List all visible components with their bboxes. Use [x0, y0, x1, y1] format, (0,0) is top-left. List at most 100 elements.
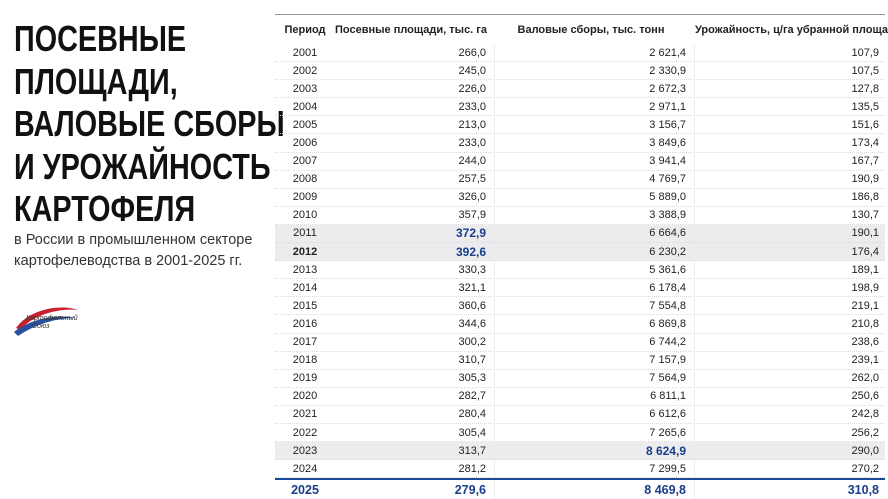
logo-text: Картофельный: [26, 314, 78, 322]
table-cell: 2003: [292, 82, 318, 95]
table-cell: 190,1: [851, 227, 879, 240]
table-row: 2016 344,6 6 869,8 210,8: [275, 315, 885, 334]
table-cell: 281,2: [335, 460, 495, 478]
table-cell: 250,6: [851, 390, 879, 403]
table-cell: 2 621,4: [495, 44, 695, 62]
table-row: 2015 360,6 7 554,8 219,1: [275, 297, 885, 316]
table-cell: 6 178,4: [495, 279, 695, 297]
table-row: 2008 257,5 4 769,7 190,9: [275, 170, 885, 189]
table-cell: 330,3: [335, 261, 495, 279]
table-cell: 242,8: [851, 408, 879, 421]
table-cell: 167,7: [851, 155, 879, 168]
table-row: 2001 266,0 2 621,4 107,9: [275, 44, 885, 63]
table-row: 2021 280,4 6 612,6 242,8: [275, 405, 885, 424]
table-row: 2014 321,1 6 178,4 198,9: [275, 279, 885, 298]
table-row: 2019 305,3 7 564,9 262,0: [275, 369, 885, 388]
table-cell: 392,6: [335, 243, 495, 261]
table-cell: 2018: [292, 354, 318, 367]
table-row: 2006 233,0 3 849,6 173,4: [275, 134, 885, 153]
table-row: 2018 310,7 7 157,9 239,1: [275, 351, 885, 370]
table-cell: 2009: [292, 191, 318, 204]
table-cell: 2014: [292, 281, 318, 294]
table-cell: 2008: [292, 173, 318, 186]
table-cell: 6 230,2: [495, 243, 695, 261]
table-cell: 3 388,9: [495, 206, 695, 224]
table-cell: 107,9: [851, 46, 879, 59]
table-cell: 151,6: [851, 118, 879, 131]
table-cell: 2025: [291, 482, 319, 497]
table-row: 2022 305,4 7 265,6 256,2: [275, 423, 885, 443]
title-line: ПОСЕВНЫЕ: [14, 18, 187, 59]
table-cell: 290,0: [851, 444, 879, 457]
table-cell: 2004: [292, 100, 318, 113]
table-cell: 7 554,8: [495, 297, 695, 315]
table-row: 2013 330,3 5 361,6 189,1: [275, 261, 885, 280]
table-cell: 326,0: [335, 188, 495, 206]
table-cell: 8 469,8: [495, 480, 695, 499]
table-row: 2025 279,6 8 469,8 310,8: [275, 478, 885, 499]
table-cell: 6 811,1: [495, 387, 695, 405]
table-cell: 7 265,6: [495, 423, 695, 442]
table-cell: 7 564,9: [495, 369, 695, 387]
table-cell: 2013: [292, 263, 318, 276]
header-cell: Валовые сборы, тыс. тонн: [517, 23, 665, 36]
table-cell: 3 849,6: [495, 134, 695, 152]
table-cell: 357,9: [335, 206, 495, 224]
table-cell: 279,6: [335, 480, 495, 499]
table-cell: 2011: [293, 227, 317, 240]
table-cell: 3 156,7: [495, 116, 695, 134]
title-line: И УРОЖАЙНОСТЬ: [14, 145, 271, 187]
table-cell: 256,2: [851, 426, 879, 439]
subtitle-line: в России в промышленном секторе: [14, 232, 253, 248]
table-row: 2010 357,9 3 388,9 130,7: [275, 206, 885, 225]
table-row: 2020 282,7 6 811,1 250,6: [275, 387, 885, 406]
table-cell: 262,0: [851, 372, 879, 385]
title-line: ВАЛОВЫЕ СБОРЫ: [14, 103, 285, 144]
table-row: 2005 213,0 3 156,7 151,6: [275, 116, 885, 135]
table-cell: 6 744,2: [495, 333, 695, 351]
table-cell: 226,0: [335, 80, 495, 98]
table-cell: 310,8: [847, 482, 879, 497]
table-cell: 2006: [292, 137, 318, 150]
table-cell: 6 612,6: [495, 405, 695, 423]
logo-swoosh: [14, 316, 76, 336]
table-row: 2012 392,6 6 230,2 176,4: [275, 243, 885, 262]
header-cell: Посевные площади, тыс. га: [335, 23, 487, 36]
table-cell: 282,7: [335, 387, 495, 405]
table-cell: 5 889,0: [495, 188, 695, 206]
table-cell: 210,8: [851, 317, 879, 330]
table-cell: 280,4: [335, 405, 495, 423]
table-cell: 6 664,6: [495, 224, 695, 243]
table-cell: 245,0: [335, 62, 495, 80]
table-cell: 186,8: [851, 191, 879, 204]
table-cell: 7 299,5: [495, 460, 695, 478]
table-cell: 2007: [292, 155, 318, 168]
table-cell: 244,0: [335, 152, 495, 170]
table-row: 2024 281,2 7 299,5 270,2: [275, 460, 885, 479]
title: ПОСЕВНЫЕ ПЛОЩАДИ, ВАЛОВЫЕ СБОРЫ И УРОЖАЙНОС…: [14, 18, 285, 231]
logo-swoosh: [16, 307, 78, 330]
table-cell: 305,3: [335, 369, 495, 387]
table-cell: 2 672,3: [495, 80, 695, 98]
table-cell: 360,6: [335, 297, 495, 315]
logo-text: Союз: [32, 323, 50, 330]
table-cell: 2015: [292, 299, 318, 312]
table-row: 2009 326,0 5 889,0 186,8: [275, 188, 885, 207]
table-cell: 8 624,9: [495, 442, 695, 460]
table-cell: 4 769,7: [495, 170, 695, 188]
table-cell: 190,9: [851, 173, 879, 186]
table-cell: 310,7: [335, 351, 495, 369]
table-cell: 2010: [292, 209, 318, 222]
table-cell: 270,2: [851, 462, 879, 475]
table-row: 2002 245,0 2 330,9 107,5: [275, 62, 885, 81]
table: Период Посевные площади, тыс. га Валовые с…: [275, 14, 888, 499]
table-cell: 257,5: [335, 170, 495, 188]
table-cell: 213,0: [335, 116, 495, 134]
logo: Картофельный Союз: [14, 307, 78, 336]
table-row: 2023 313,7 8 624,9 290,0: [275, 442, 885, 461]
table-cell: 2 971,1: [495, 98, 695, 116]
table-cell: 2019: [292, 372, 318, 385]
table-cell: 2017: [292, 336, 318, 349]
table-cell: 233,0: [335, 134, 495, 152]
table-cell: 6 869,8: [495, 315, 695, 333]
